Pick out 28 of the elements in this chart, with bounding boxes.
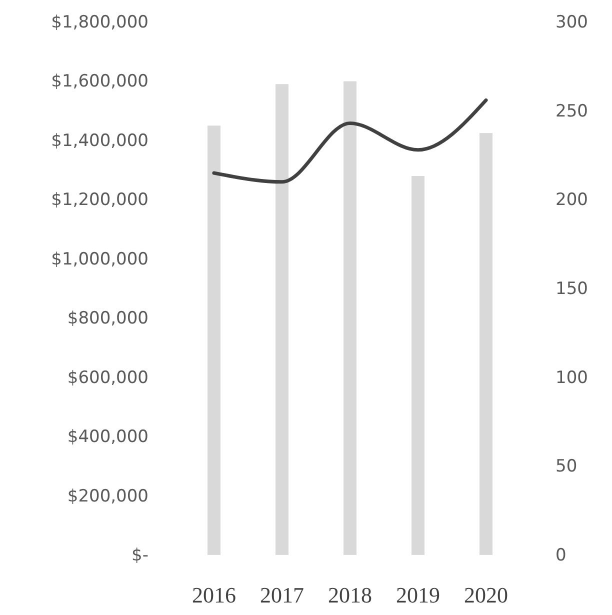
- y-tick-label: $400,000: [67, 427, 148, 448]
- y-tick-label: $800,000: [67, 308, 148, 329]
- x-tick-label: 2019: [396, 582, 440, 608]
- y-tick-label: $-: [132, 546, 148, 566]
- y-tick-label: $200,000: [67, 486, 148, 506]
- x-tick-label: 2020: [464, 582, 508, 608]
- bar: [412, 176, 424, 555]
- x-tick-label: 2016: [192, 582, 236, 608]
- y-tick-label: $1,400,000: [51, 130, 148, 151]
- y2-tick-label: 300: [556, 12, 588, 32]
- y-tick-label: $1,200,000: [51, 190, 148, 210]
- line-series: [212, 98, 488, 184]
- y2-tick-label: 200: [556, 190, 588, 210]
- bar: [276, 84, 288, 555]
- y2-tick-label: 50: [556, 456, 578, 477]
- y-tick-label: $1,600,000: [51, 72, 148, 92]
- x-tick-label: 2017: [260, 582, 304, 608]
- x-tick-label: 2018: [328, 582, 372, 608]
- bar: [208, 126, 220, 555]
- y-tick-label: $1,000,000: [51, 249, 148, 270]
- y2-tick-label: 100: [556, 368, 588, 388]
- y-tick-label: $600,000: [67, 368, 148, 388]
- y2-tick-label: 250: [556, 101, 588, 122]
- bar: [480, 133, 492, 555]
- bar: [344, 81, 356, 555]
- y2-tick-label: 150: [556, 279, 588, 299]
- y2-tick-label: 0: [556, 546, 566, 566]
- y-tick-label: $1,800,000: [51, 12, 148, 32]
